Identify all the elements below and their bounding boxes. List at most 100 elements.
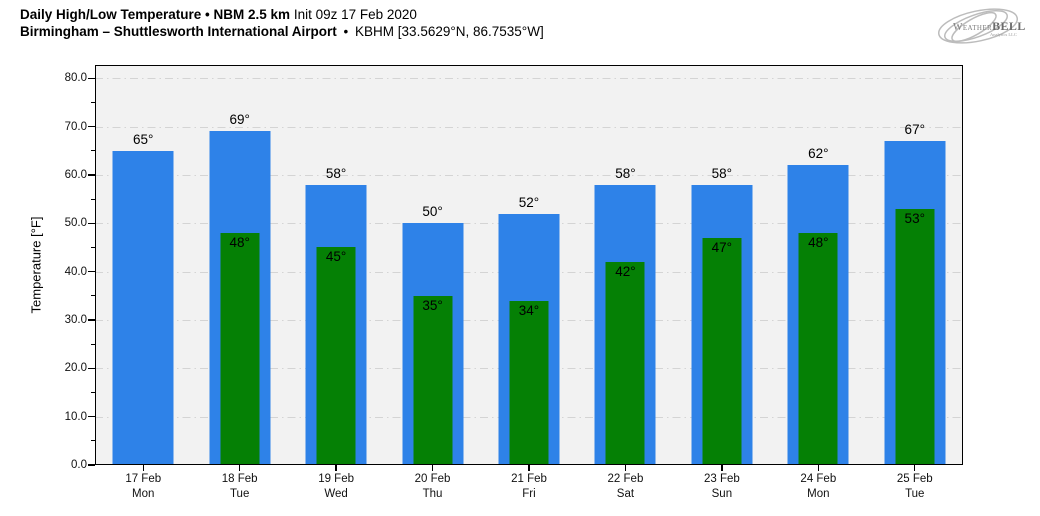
bar-low (220, 232, 260, 465)
bar-group-24-Feb: 62° 48° (770, 65, 866, 465)
bar-group-20-Feb: 50° 35° (384, 65, 480, 465)
y-tick (88, 271, 95, 273)
bar-high-label: 58° (615, 165, 636, 181)
x-tick-date: 17 Feb (125, 473, 162, 485)
x-tick-label: 25 Feb Tue (867, 472, 963, 502)
y-axis-label: Temperature [°F] (28, 216, 44, 314)
x-tick (817, 465, 819, 471)
svg-text:WeatherBELL: WeatherBELL (953, 19, 1026, 33)
x-tick-date: 21 Feb (511, 473, 547, 485)
bar-high-label: 58° (711, 165, 733, 181)
y-tick-label: 80.0 (64, 72, 87, 85)
bar-high-label: 62° (808, 146, 829, 162)
bar-high-label: 65° (133, 131, 154, 147)
chart-subtitle-separator: • (343, 24, 349, 39)
bar-low-label: 35° (422, 297, 443, 313)
bar-low (798, 232, 838, 465)
bar-group-18-Feb: 69° 48° (191, 65, 287, 465)
chart-subtitle-location: Birmingham – Shuttlesworth International… (20, 24, 337, 39)
y-tick (88, 464, 95, 466)
x-tick-date: 20 Feb (414, 473, 451, 485)
bar-low (605, 261, 645, 465)
bar-low (509, 300, 549, 465)
bar-low (413, 295, 453, 465)
logo-brand-first: Weather (953, 22, 992, 33)
y-tick-label: 60.0 (64, 168, 87, 181)
x-tick-day: Fri (522, 488, 536, 500)
x-tick (624, 465, 627, 471)
y-minor-tick (91, 391, 95, 394)
x-tick-day: Mon (132, 488, 155, 500)
gridline-80 (95, 78, 963, 80)
y-minor-tick (91, 150, 95, 152)
bar-low (702, 237, 742, 465)
x-tick-day: Mon (807, 488, 830, 500)
x-tick (914, 465, 916, 471)
bar-low-label: 48° (229, 234, 250, 250)
bar-high-label: 69° (229, 112, 250, 128)
x-tick-label: 24 Feb Mon (770, 472, 866, 502)
bar-group-19-Feb: 58° 45° (288, 65, 384, 465)
x-tick-label: 23 Feb Sun (674, 472, 770, 502)
bar-high-label: 67° (904, 122, 925, 138)
x-tick-label: 20 Feb Thu (384, 472, 480, 502)
y-minor-tick (91, 440, 95, 442)
y-tick (88, 77, 95, 79)
gridline-70 (95, 126, 963, 128)
x-tick-date: 25 Feb (896, 473, 933, 485)
y-minor-tick (91, 343, 95, 345)
y-tick (88, 126, 95, 128)
bar-group-17-Feb: 65° (95, 65, 191, 465)
y-tick-label: 50.0 (64, 217, 87, 230)
x-tick (721, 465, 723, 471)
y-minor-tick (91, 198, 95, 200)
y-minor-tick (91, 295, 95, 297)
x-tick-day: Wed (324, 488, 348, 500)
bar-high-label: 50° (422, 204, 443, 220)
chart-title-line: Daily High/Low Temperature • NBM 2.5 km … (20, 6, 544, 23)
x-tick-date: 19 Feb (318, 473, 354, 485)
y-minor-tick (91, 101, 95, 103)
x-tick-date: 24 Feb (800, 473, 837, 485)
bar-low-label: 34° (518, 302, 540, 318)
y-tick-label: 30.0 (64, 313, 87, 326)
chart-header: Daily High/Low Temperature • NBM 2.5 km … (20, 6, 544, 40)
x-tick (431, 465, 434, 471)
x-tick-day: Tue (229, 488, 250, 500)
y-tick-label: 0.0 (71, 459, 87, 471)
x-tick-label: 19 Feb Wed (288, 472, 384, 502)
bar-low-label: 45° (325, 249, 347, 265)
bar-group-23-Feb: 58° 47° (674, 65, 770, 465)
x-tick-day: Tue (905, 488, 925, 500)
y-tick (88, 367, 95, 370)
x-tick-day: Sun (711, 488, 733, 500)
x-tick (528, 465, 530, 471)
chart-subtitle-line: Birmingham – Shuttlesworth International… (20, 23, 544, 40)
bar-group-22-Feb: 58° 42° (577, 65, 673, 465)
chart-subtitle-station: KBHM [33.5629°N, 86.7535°W] (355, 24, 544, 39)
weatherbell-swirl-icon: WeatherBELL Analytics LLC (937, 8, 1026, 44)
bar-low-label: 47° (711, 239, 733, 255)
x-tick-day: Sat (616, 488, 635, 500)
x-tick-date: 18 Feb (221, 473, 258, 485)
y-tick-label: 10.0 (64, 410, 87, 423)
y-tick-label: 20.0 (64, 362, 87, 375)
y-tick-label: 40.0 (64, 265, 87, 278)
logo-brand-second: BELL (992, 19, 1026, 33)
bar-low-label: 42° (615, 263, 636, 279)
bar-low (316, 247, 356, 465)
plot-area: 65° 69° 48° 58° 45° 50° 35° 52° 34° 58° 42° 58° 47° 6… (95, 65, 963, 465)
x-tick-label: 22 Feb Sat (577, 472, 673, 502)
logo-subtext: Analytics LLC (990, 32, 1017, 37)
bar-high-label: 58° (325, 165, 347, 181)
y-tick (88, 174, 95, 176)
x-tick-day: Thu (422, 488, 443, 500)
y-tick (88, 416, 95, 418)
x-tick-label: 21 Feb Fri (481, 472, 577, 502)
bar-low-label: 53° (904, 210, 925, 226)
y-tick-label: 70.0 (64, 120, 87, 133)
x-tick (239, 465, 241, 471)
bar-group-25-Feb: 67° 53° (867, 65, 963, 465)
bar-group-21-Feb: 52° 34° (481, 65, 577, 465)
chart-title-product: Daily High/Low Temperature • NBM 2.5 km (20, 7, 291, 22)
